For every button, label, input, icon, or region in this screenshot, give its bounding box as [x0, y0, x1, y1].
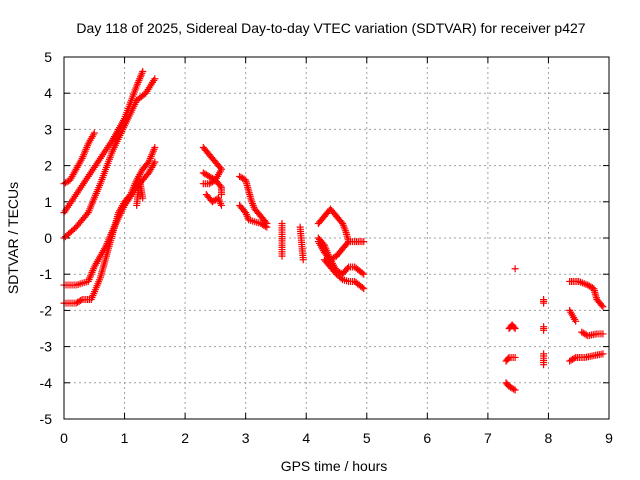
y-tick-label: -4: [40, 375, 53, 391]
x-tick-label: 3: [242, 430, 250, 446]
data-point: [151, 144, 159, 151]
data-point: [598, 301, 606, 309]
y-tick-label: 0: [44, 230, 52, 246]
data-point: [511, 386, 519, 394]
x-tick-label: 9: [605, 430, 613, 446]
data-point: [139, 194, 147, 202]
data-point: [511, 325, 519, 332]
data-point: [599, 330, 607, 338]
data-point: [199, 180, 207, 188]
data-point: [217, 191, 225, 199]
data-point: [151, 158, 159, 166]
y-tick-label: -1: [40, 266, 53, 282]
x-tick-label: 5: [363, 430, 371, 446]
data-point: [90, 129, 98, 137]
data-point: [599, 303, 607, 311]
data-point: [570, 354, 578, 362]
data-point: [151, 75, 159, 83]
x-axis-label: GPS time / hours: [281, 458, 388, 474]
x-tick-label: 6: [423, 430, 431, 446]
y-axis-label: SDTVAR / TECUs: [5, 182, 21, 294]
grid: [64, 57, 609, 419]
data-point: [216, 182, 224, 190]
data-point: [540, 299, 548, 307]
x-tick-label: 7: [484, 430, 492, 446]
y-tick-label: 5: [44, 49, 52, 65]
data-point: [540, 361, 548, 369]
data-point: [77, 296, 85, 304]
data-point: [299, 256, 307, 264]
plot-points: [60, 67, 607, 394]
axis-ticks: 0 1 2 3 4 5 6 7 8 9 -5 -4 -3 -2 -1 0 1 2 3 4 5: [40, 49, 614, 446]
data-point: [261, 222, 269, 230]
data-point: [358, 283, 366, 291]
data-point: [510, 385, 518, 393]
data-point: [572, 317, 580, 325]
x-tick-label: 2: [181, 430, 189, 446]
data-point: [358, 269, 366, 277]
y-tick-label: -5: [40, 411, 53, 427]
data-point: [511, 353, 519, 361]
data-point: [217, 201, 225, 209]
x-tick-label: 1: [121, 430, 129, 446]
x-tick-label: 8: [545, 430, 553, 446]
data-point: [504, 355, 512, 363]
data-point: [599, 350, 607, 358]
chart-title: Day 118 of 2025, Sidereal Day-to-day VTE…: [76, 20, 585, 36]
data-point: [343, 239, 351, 247]
data-point: [510, 323, 518, 331]
data-point: [263, 223, 271, 231]
y-tick-label: 3: [44, 121, 52, 137]
y-tick-label: 2: [44, 158, 52, 174]
x-tick-label: 4: [302, 430, 310, 446]
data-point: [360, 270, 368, 278]
data-point: [139, 67, 147, 75]
plot-border: [63, 56, 610, 420]
y-tick-label: 1: [44, 194, 52, 210]
y-tick-label: -2: [40, 302, 53, 318]
data-point: [343, 264, 351, 272]
y-tick-label: -3: [40, 339, 53, 355]
data-point: [540, 326, 548, 334]
data-point: [337, 274, 345, 282]
data-point: [511, 265, 519, 273]
data-point: [360, 285, 368, 293]
data-point: [360, 238, 368, 246]
data-point: [83, 210, 91, 218]
y-tick-label: 4: [44, 85, 52, 101]
data-point: [278, 252, 286, 260]
x-tick-label: 0: [60, 430, 68, 446]
